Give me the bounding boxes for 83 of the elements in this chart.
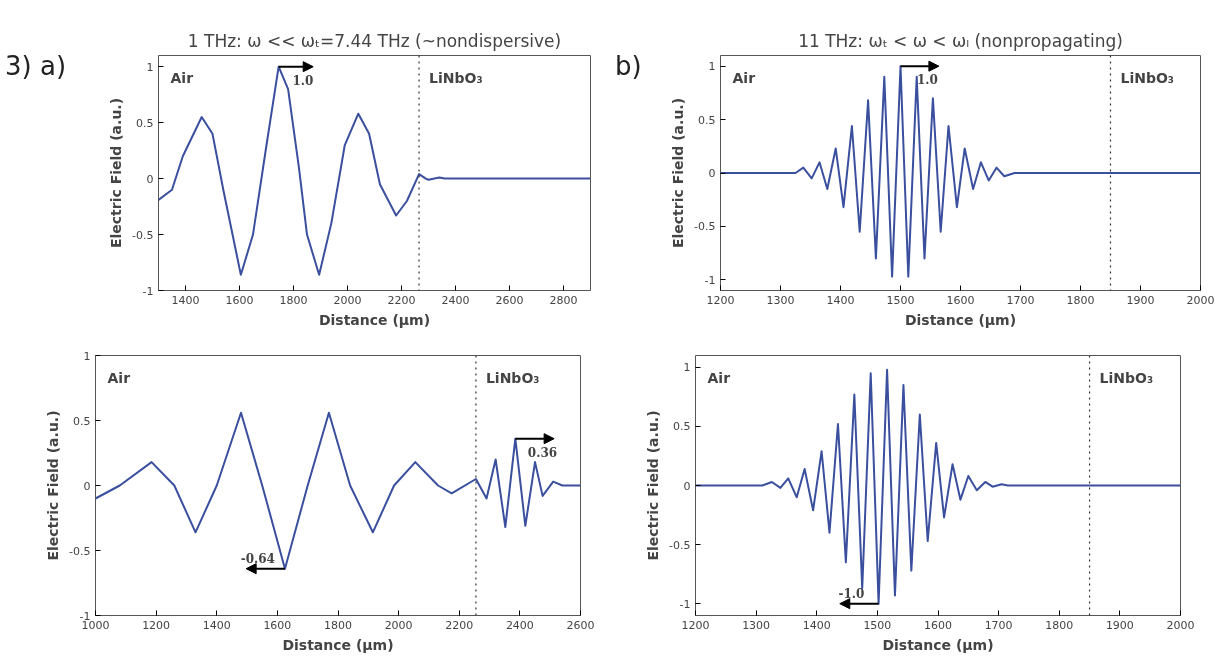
x-tick-label: 1800 [279, 293, 308, 307]
x-tick-label: 1600 [924, 618, 952, 632]
y-tick-label: 1 [708, 60, 716, 74]
x-tick-label: 2800 [549, 293, 578, 307]
x-tick-label: 1900 [1105, 618, 1134, 632]
x-tick-label: 1400 [826, 293, 855, 307]
annotation: 1.0 [916, 73, 938, 88]
y-tick-label: -0.5 [69, 544, 91, 558]
x-tick-label: 1700 [1006, 293, 1035, 307]
y-tick-label: 0.5 [73, 414, 91, 428]
text: b) [615, 50, 642, 83]
text: 3) a) [5, 50, 67, 83]
x-tick-label: 2400 [441, 293, 470, 307]
y-tick-label: 1 [83, 349, 91, 363]
annotation: LiNbO₃ [1099, 369, 1154, 386]
x-tick-label: 2600 [566, 618, 595, 632]
x-tick-label: 1200 [681, 618, 710, 632]
x-tick-label: 1600 [225, 293, 254, 307]
x-tick-label: 2000 [333, 293, 362, 307]
x-tick-label: 1300 [766, 293, 795, 307]
x-tick-label: 2200 [387, 293, 416, 307]
y-tick-label: 0.5 [698, 113, 716, 127]
line-series [720, 65, 1201, 278]
x-axis-title: Distance (μm) [904, 311, 1017, 328]
x-tick-label: 1400 [202, 618, 231, 632]
x-tick-label: 1500 [863, 618, 892, 632]
x-axis-title: Distance (μm) [882, 636, 994, 653]
y-axis-title: Electric Field (a.u.) [108, 97, 125, 249]
annotation: Air [707, 369, 731, 386]
x-tick-label: 1800 [1045, 618, 1074, 632]
annotation: LiNbO₃ [485, 369, 540, 386]
line-series [95, 411, 581, 570]
annotation: LiNbO₃ [1120, 69, 1174, 86]
y-tick-label: -1 [704, 273, 716, 287]
line-series [158, 65, 591, 276]
annotation: 1.0 [292, 73, 314, 88]
x-tick-label: 1200 [706, 293, 735, 307]
x-tick-label: 2000 [384, 618, 413, 632]
annotation: -1.0 [838, 586, 865, 601]
x-tick-label: 1000 [81, 618, 110, 632]
y-axis-title: Electric Field (a.u.) [645, 410, 662, 561]
y-tick-label: 0.5 [673, 420, 691, 434]
x-tick-label: 1800 [1066, 293, 1095, 307]
x-axis-title: Distance (μm) [318, 311, 431, 328]
x-tick-label: 1700 [984, 618, 1013, 632]
x-tick-label: 2400 [505, 618, 534, 632]
x-tick-label: 1400 [802, 618, 831, 632]
annotation: 0.36 [527, 445, 558, 460]
x-tick-label: 1400 [171, 293, 200, 307]
y-tick-label: 0 [83, 479, 91, 493]
y-tick-label: 0 [146, 172, 154, 186]
x-tick-label: 1500 [886, 293, 915, 307]
y-tick-label: 0 [683, 479, 691, 493]
x-tick-label: 2000 [1166, 618, 1195, 632]
y-tick-label: 1 [683, 361, 691, 375]
x-tick-label: 2200 [445, 618, 474, 632]
y-tick-label: -1 [142, 284, 154, 298]
x-tick-label: 2000 [1186, 293, 1215, 307]
x-tick-label: 1900 [1126, 293, 1155, 307]
x-tick-label: 1300 [742, 618, 771, 632]
y-axis-title: Electric Field (a.u.) [670, 97, 687, 249]
x-tick-label: 1800 [324, 618, 352, 632]
annotation: Air [107, 369, 131, 386]
annotation: Air [732, 69, 756, 86]
line-series [695, 368, 1181, 605]
y-tick-label: -0.5 [132, 228, 154, 242]
y-tick-label: -0.5 [694, 220, 716, 234]
x-tick-label: 2600 [495, 293, 524, 307]
y-axis-title: Electric Field (a.u.) [45, 410, 62, 561]
annotation: -0.64 [240, 551, 275, 566]
x-axis-title: Distance (μm) [282, 636, 394, 653]
annotation: Air [170, 69, 194, 86]
y-tick-label: 1 [146, 60, 154, 74]
y-tick-label: -1 [679, 597, 691, 611]
y-tick-label: -0.5 [669, 538, 691, 552]
x-tick-label: 1600 [263, 618, 292, 632]
chart-title: 1 THz: ω << ωₜ=7.44 THz (~nondispersive) [187, 30, 562, 51]
y-tick-label: 0.5 [136, 116, 154, 130]
y-tick-label: 0 [708, 167, 716, 180]
chart-title: 11 THz: ωₜ < ω < ωₗ (nonpropagating) [798, 30, 1123, 51]
annotation: LiNbO₃ [429, 69, 483, 86]
x-tick-label: 1600 [946, 293, 975, 307]
x-tick-label: 1200 [142, 618, 171, 632]
